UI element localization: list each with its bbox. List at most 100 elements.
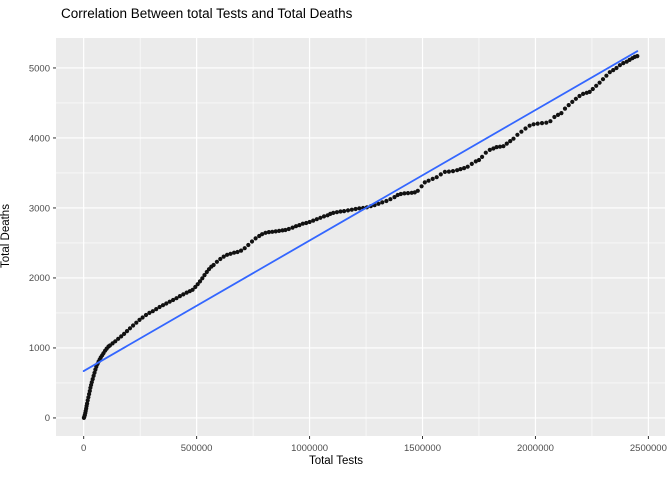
data-point bbox=[263, 230, 268, 235]
data-point bbox=[535, 121, 540, 126]
data-point bbox=[277, 228, 282, 233]
y-tick-label: 2000 bbox=[29, 273, 50, 284]
data-point bbox=[469, 161, 474, 166]
data-point bbox=[587, 89, 592, 94]
data-point bbox=[504, 141, 509, 146]
data-point bbox=[548, 119, 553, 124]
data-point bbox=[442, 169, 447, 174]
data-point bbox=[147, 310, 152, 315]
data-point bbox=[501, 144, 506, 149]
x-tick-label: 0 bbox=[81, 443, 86, 454]
data-point bbox=[438, 172, 443, 177]
data-point bbox=[473, 159, 478, 164]
data-point bbox=[594, 83, 599, 88]
data-point bbox=[480, 154, 485, 159]
data-point bbox=[570, 99, 575, 104]
data-point bbox=[124, 329, 130, 334]
data-point bbox=[581, 91, 586, 96]
data-point bbox=[562, 106, 568, 111]
data-point bbox=[380, 200, 385, 205]
data-point bbox=[331, 210, 336, 215]
data-point bbox=[590, 86, 595, 92]
data-point bbox=[92, 370, 97, 375]
data-point bbox=[384, 198, 389, 204]
data-point bbox=[465, 164, 470, 169]
data-point bbox=[214, 259, 219, 264]
data-point bbox=[157, 304, 162, 310]
y-axis-title: Total Deaths bbox=[0, 204, 12, 268]
data-point bbox=[307, 219, 312, 225]
data-point bbox=[116, 336, 121, 341]
x-tick-label: 1500000 bbox=[404, 443, 441, 454]
data-point bbox=[402, 191, 407, 196]
data-point bbox=[483, 150, 488, 155]
data-point bbox=[614, 65, 619, 71]
data-point bbox=[353, 206, 358, 212]
data-point bbox=[349, 207, 354, 212]
data-point bbox=[357, 206, 362, 211]
data-point bbox=[607, 70, 612, 75]
data-point bbox=[434, 175, 439, 180]
data-point bbox=[519, 129, 524, 134]
data-point bbox=[555, 112, 561, 117]
data-point bbox=[573, 96, 579, 101]
data-point bbox=[202, 273, 207, 278]
data-point bbox=[388, 197, 393, 202]
data-point bbox=[86, 395, 91, 400]
data-point bbox=[122, 331, 127, 336]
data-point bbox=[260, 232, 265, 237]
data-point bbox=[167, 299, 172, 304]
data-point bbox=[164, 301, 169, 306]
data-point bbox=[235, 249, 240, 255]
data-point bbox=[604, 73, 609, 78]
data-point bbox=[90, 377, 95, 382]
data-point bbox=[544, 120, 549, 125]
data-point bbox=[334, 210, 339, 215]
data-point bbox=[171, 297, 176, 303]
data-point bbox=[398, 191, 403, 197]
data-point bbox=[422, 180, 427, 185]
data-point bbox=[376, 201, 381, 206]
data-point bbox=[338, 209, 343, 214]
data-point bbox=[200, 276, 205, 281]
data-point bbox=[246, 242, 251, 248]
data-point bbox=[181, 292, 186, 297]
data-point bbox=[253, 236, 258, 241]
data-point bbox=[160, 303, 166, 308]
data-point bbox=[415, 188, 420, 193]
data-point bbox=[154, 307, 159, 312]
data-point bbox=[290, 225, 295, 230]
data-point bbox=[392, 195, 397, 200]
panel-background bbox=[56, 38, 665, 436]
x-tick-label: 1000000 bbox=[291, 443, 328, 454]
data-point bbox=[249, 239, 255, 244]
data-point bbox=[476, 157, 482, 163]
y-tick-label: 4000 bbox=[29, 133, 50, 144]
data-point bbox=[225, 252, 230, 257]
data-point bbox=[127, 326, 133, 331]
data-point bbox=[559, 111, 564, 116]
data-point bbox=[174, 296, 179, 301]
data-point bbox=[458, 167, 463, 172]
data-point bbox=[228, 251, 233, 256]
data-point bbox=[190, 287, 195, 292]
data-point bbox=[577, 93, 582, 99]
data-point bbox=[515, 132, 520, 137]
data-point bbox=[304, 220, 309, 226]
data-point bbox=[85, 401, 90, 406]
data-point bbox=[177, 294, 182, 299]
data-point bbox=[491, 146, 496, 151]
data-point bbox=[497, 144, 503, 149]
data-point bbox=[430, 176, 435, 181]
data-point bbox=[523, 126, 528, 131]
data-point bbox=[314, 217, 319, 222]
data-point bbox=[195, 282, 200, 287]
data-point bbox=[297, 223, 302, 228]
data-point bbox=[119, 334, 124, 339]
data-point bbox=[286, 226, 291, 232]
data-point bbox=[597, 80, 602, 85]
data-point bbox=[150, 309, 155, 314]
data-point bbox=[419, 184, 424, 189]
data-point bbox=[405, 191, 411, 196]
